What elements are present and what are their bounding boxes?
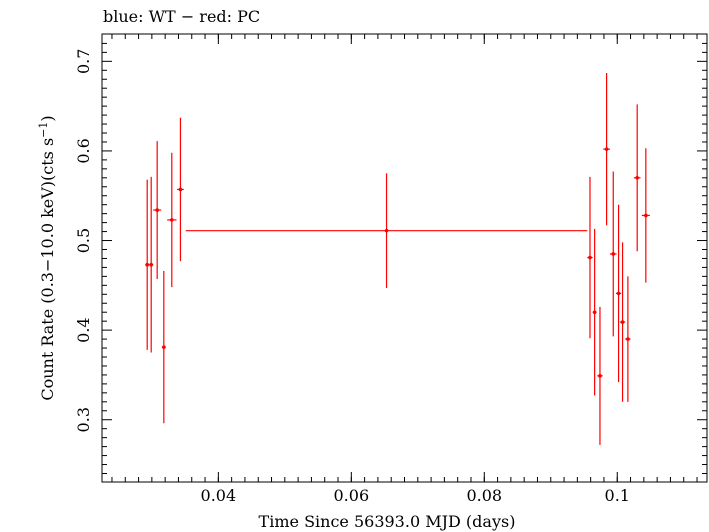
point-marker bbox=[604, 147, 609, 151]
point-marker bbox=[588, 255, 592, 260]
x-tick-label: 0.08 bbox=[466, 486, 502, 505]
data-point bbox=[177, 117, 184, 262]
y-axis-label-end: ) bbox=[38, 115, 57, 121]
data-point bbox=[615, 204, 622, 383]
data-point bbox=[167, 152, 177, 288]
point-marker bbox=[611, 252, 616, 256]
y-axis-label: Count Rate (0.3−10.0 keV)(cts s−1) bbox=[37, 115, 57, 400]
x-tick-label: 0.06 bbox=[334, 486, 370, 505]
x-tick-label: 0.04 bbox=[201, 486, 237, 505]
point-marker bbox=[155, 208, 159, 212]
point-marker bbox=[598, 374, 602, 378]
y-axis-label-main: Count Rate (0.3−10.0 keV)(cts s bbox=[38, 138, 57, 401]
data-series bbox=[145, 72, 650, 445]
point-marker bbox=[592, 310, 597, 315]
y-tick-label: 0.4 bbox=[74, 317, 93, 342]
point-marker bbox=[620, 320, 625, 324]
y-tick-label: 0.5 bbox=[74, 228, 93, 253]
data-point bbox=[597, 306, 603, 445]
data-point bbox=[609, 171, 617, 337]
point-marker bbox=[626, 337, 630, 341]
data-point bbox=[149, 176, 154, 353]
data-point bbox=[603, 72, 610, 226]
data-point bbox=[641, 148, 650, 283]
y-tick-label: 0.3 bbox=[74, 407, 93, 432]
x-axis-label: Time Since 56393.0 MJD (days) bbox=[259, 512, 516, 531]
point-marker bbox=[635, 176, 639, 180]
data-point bbox=[161, 270, 166, 424]
data-point bbox=[633, 104, 641, 252]
data-point bbox=[587, 176, 593, 339]
data-point bbox=[185, 173, 588, 289]
data-point bbox=[592, 228, 597, 396]
point-marker bbox=[145, 262, 150, 267]
point-marker bbox=[644, 213, 648, 218]
data-point bbox=[153, 141, 162, 280]
point-marker bbox=[162, 345, 166, 349]
data-point bbox=[625, 276, 631, 402]
y-tick-label: 0.7 bbox=[74, 49, 93, 74]
y-axis-label-superscript: −1 bbox=[37, 122, 50, 138]
point-marker bbox=[616, 291, 621, 296]
point-marker bbox=[178, 187, 183, 192]
y-axis: 0.3 0.4 0.5 0.6 0.7 bbox=[74, 42, 707, 474]
y-tick-label: 0.6 bbox=[74, 138, 93, 163]
x-axis: 0.04 0.06 0.08 0.1 bbox=[111, 34, 698, 505]
data-point bbox=[145, 179, 150, 350]
plot-frame bbox=[101, 33, 708, 483]
chart-title: blue: WT − red: PC bbox=[103, 7, 260, 26]
point-marker bbox=[170, 218, 174, 222]
x-tick-label: 0.1 bbox=[605, 486, 630, 505]
data-point bbox=[619, 242, 626, 402]
point-marker bbox=[384, 228, 389, 233]
point-marker bbox=[149, 262, 153, 267]
